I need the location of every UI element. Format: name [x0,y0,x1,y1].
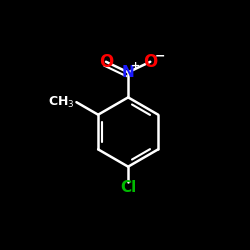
Text: O: O [143,53,158,71]
Text: N: N [122,65,134,80]
Text: O: O [99,53,113,71]
Text: CH$_3$: CH$_3$ [48,95,74,110]
Text: +: + [131,61,140,71]
Text: −: − [154,49,165,62]
Text: Cl: Cl [120,180,136,195]
